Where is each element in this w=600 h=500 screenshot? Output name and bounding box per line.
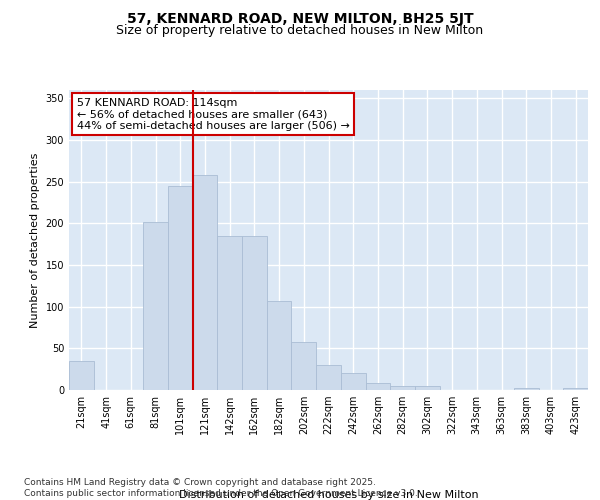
Bar (415, 386, 440, 390)
Bar (69, 361, 94, 390)
Bar (390, 386, 415, 390)
Text: Contains HM Land Registry data © Crown copyright and database right 2025.
Contai: Contains HM Land Registry data © Crown c… (24, 478, 418, 498)
Text: 57 KENNARD ROAD: 114sqm
← 56% of detached houses are smaller (643)
44% of semi-d: 57 KENNARD ROAD: 114sqm ← 56% of detache… (77, 98, 350, 130)
Bar (242, 236, 267, 390)
Bar (365, 382, 390, 390)
Bar (217, 236, 242, 390)
X-axis label: Distribution of detached houses by size in New Milton: Distribution of detached houses by size … (179, 490, 478, 500)
Y-axis label: Number of detached properties: Number of detached properties (30, 152, 40, 328)
Bar (292, 342, 316, 390)
Bar (193, 175, 217, 390)
Bar (267, 301, 292, 390)
Bar (341, 374, 365, 390)
Bar (168, 186, 193, 390)
Bar (514, 388, 539, 390)
Text: Size of property relative to detached houses in New Milton: Size of property relative to detached ho… (116, 24, 484, 37)
Bar (316, 365, 341, 390)
Bar (143, 222, 168, 390)
Text: 57, KENNARD ROAD, NEW MILTON, BH25 5JT: 57, KENNARD ROAD, NEW MILTON, BH25 5JT (127, 12, 473, 26)
Bar (563, 388, 588, 390)
